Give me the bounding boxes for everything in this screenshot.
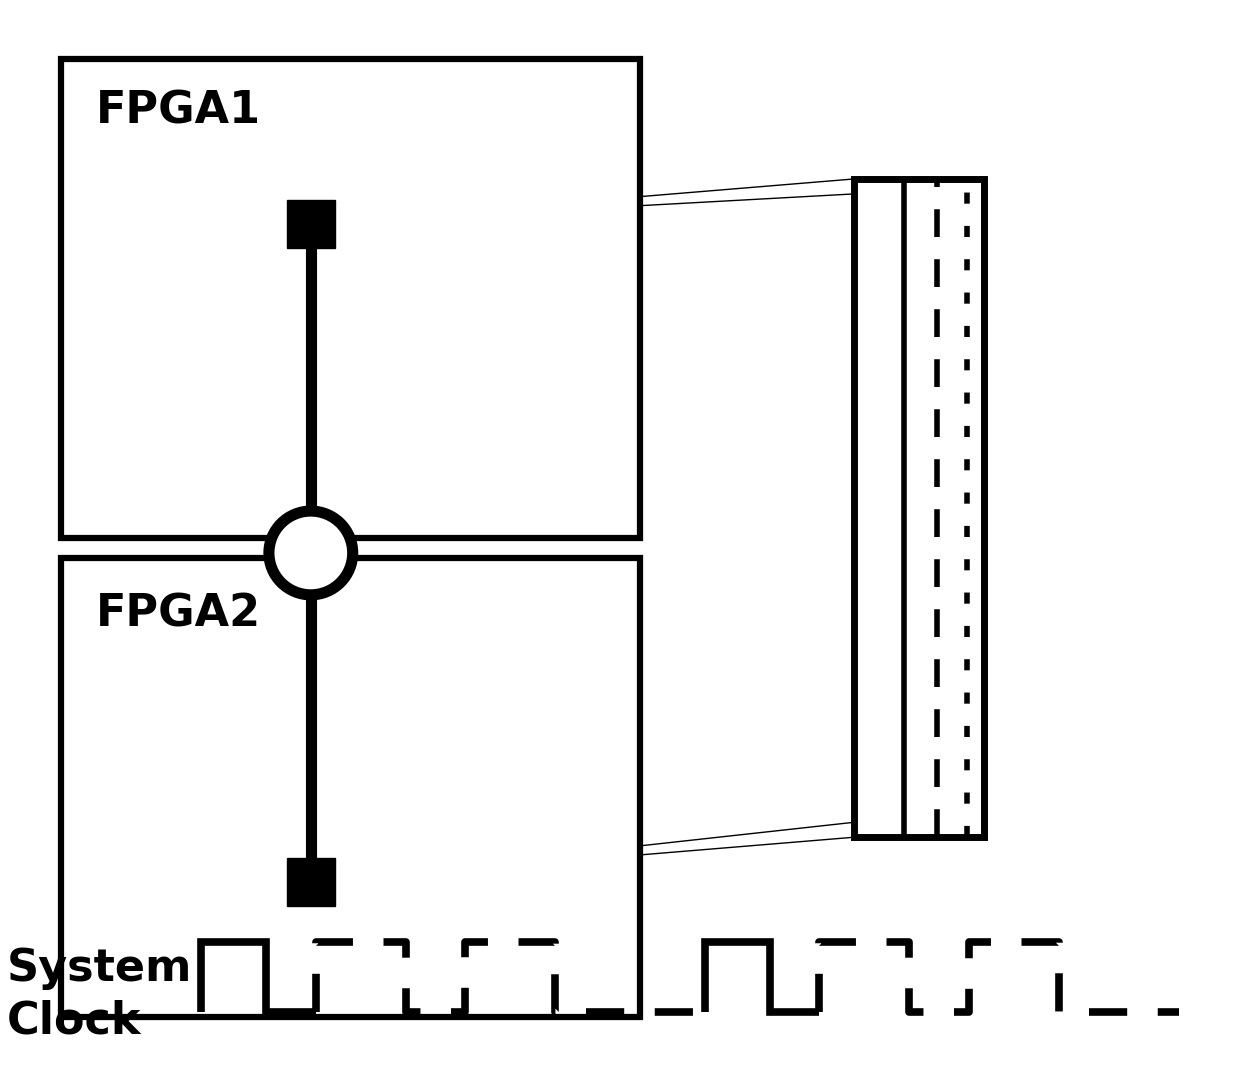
Text: FPGA1: FPGA1 [97,89,262,132]
Text: System
Clock: System Clock [6,946,192,1042]
Bar [286,200,335,248]
Bar [62,557,640,1017]
Circle shape [269,512,352,595]
Bar [286,859,335,906]
Text: FPGA2: FPGA2 [97,593,262,635]
Bar [62,59,640,538]
Bar [854,179,985,837]
